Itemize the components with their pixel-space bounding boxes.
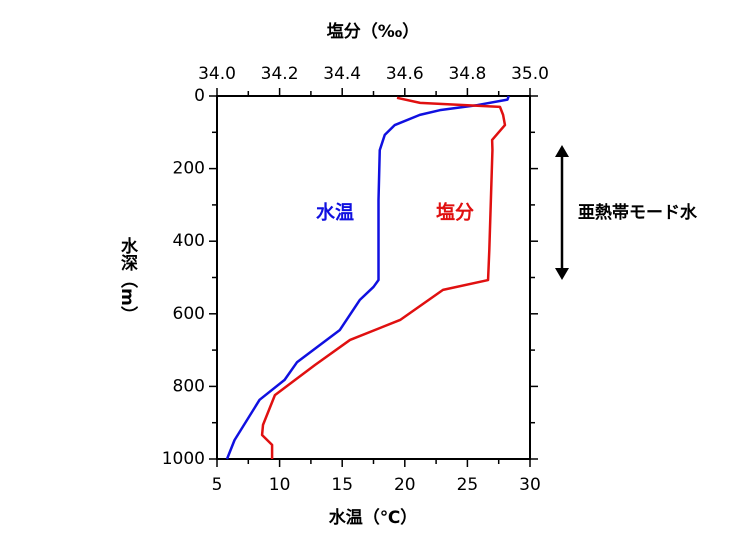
plot-frame [216, 95, 531, 460]
x-tick-label: 25 [457, 475, 479, 495]
x-tick-label: 20 [394, 475, 416, 495]
x2-tick-label: 34.2 [261, 64, 299, 84]
x-tick-label: 10 [269, 475, 291, 495]
x-tick-label: 15 [331, 475, 353, 495]
y-tick-label: 1000 [162, 449, 205, 469]
series-line [260, 96, 507, 459]
y-tick-label: 600 [173, 304, 205, 324]
top-axis-title: 塩分（‰） [327, 21, 419, 42]
series-line [225, 95, 510, 460]
x-axis-title: 水温（℃） [329, 507, 418, 528]
y-tick-label: 400 [173, 231, 205, 251]
x2-tick-label: 34.8 [448, 64, 486, 84]
y-tick-label: 0 [194, 86, 205, 106]
series-label: 水温 [316, 202, 354, 224]
y-tick-label: 200 [173, 159, 205, 179]
x-tick-label: 30 [519, 475, 541, 495]
y-axis-title: 水深（m） [117, 236, 138, 323]
x2-tick-label: 34.4 [323, 64, 361, 84]
x2-tick-label: 34.6 [386, 64, 424, 84]
y-tick-label: 800 [173, 376, 205, 396]
arrow-head [555, 145, 569, 158]
x2-tick-label: 35.0 [511, 64, 549, 84]
x-tick-label: 5 [212, 475, 223, 495]
series-label: 塩分 [436, 201, 474, 224]
arrow-head [555, 268, 569, 281]
annotation: 亜熱帯モード水 [578, 202, 698, 223]
x2-tick-label: 34.0 [198, 64, 236, 84]
